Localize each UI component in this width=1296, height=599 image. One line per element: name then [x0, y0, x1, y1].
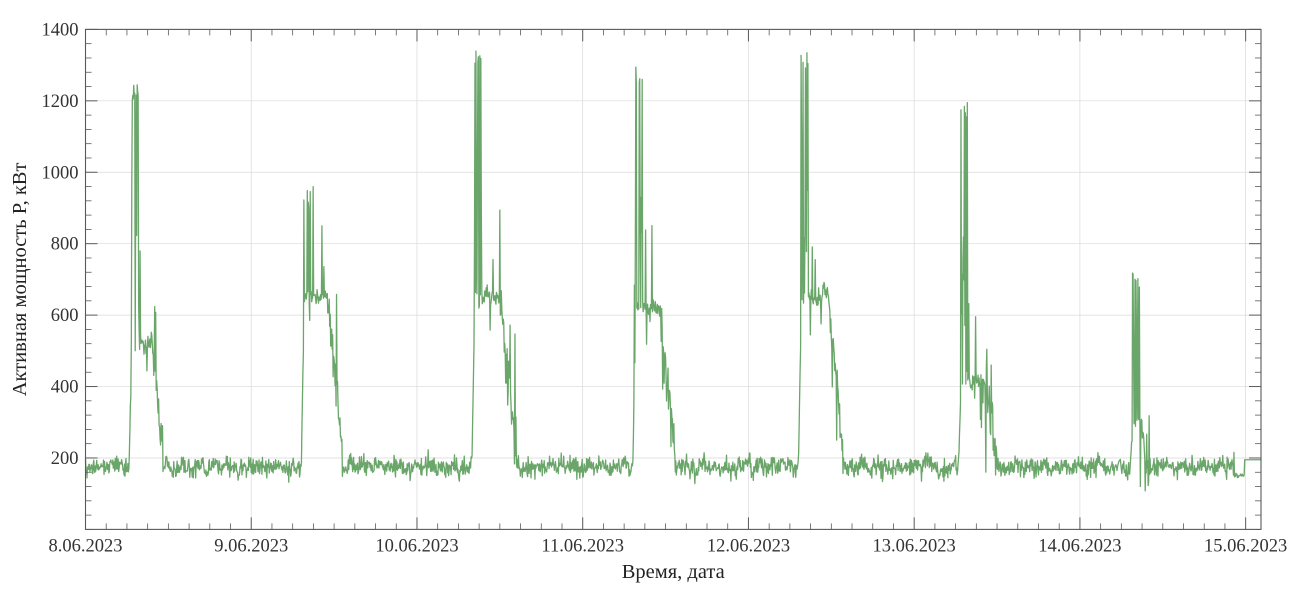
- svg-text:11.06.2023: 11.06.2023: [541, 536, 624, 556]
- svg-text:200: 200: [51, 449, 79, 469]
- svg-text:Активная мощность Р, кВт: Активная мощность Р, кВт: [9, 163, 31, 397]
- svg-text:13.06.2023: 13.06.2023: [873, 536, 956, 556]
- svg-text:Время, дата: Время, дата: [622, 561, 725, 583]
- svg-text:600: 600: [51, 306, 79, 326]
- svg-text:8.06.2023: 8.06.2023: [49, 536, 123, 556]
- svg-text:10.06.2023: 10.06.2023: [375, 536, 458, 556]
- svg-text:15.06.2023: 15.06.2023: [1204, 536, 1287, 556]
- svg-text:1000: 1000: [42, 163, 79, 183]
- svg-text:1200: 1200: [42, 92, 79, 112]
- svg-text:14.06.2023: 14.06.2023: [1038, 536, 1121, 556]
- svg-text:800: 800: [51, 235, 79, 255]
- svg-text:1400: 1400: [42, 20, 79, 40]
- svg-text:12.06.2023: 12.06.2023: [707, 536, 790, 556]
- svg-text:400: 400: [51, 378, 79, 398]
- svg-text:9.06.2023: 9.06.2023: [214, 536, 288, 556]
